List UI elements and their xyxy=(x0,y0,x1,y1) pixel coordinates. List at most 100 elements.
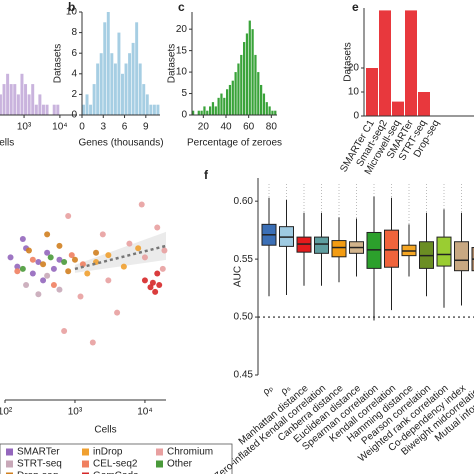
x-tick-label: 80 xyxy=(266,122,278,133)
y-axis-label: Datasets xyxy=(167,44,178,83)
x-axis-label: Cells xyxy=(0,138,14,149)
point xyxy=(50,265,57,272)
point xyxy=(56,242,63,249)
hist-bar xyxy=(92,84,96,115)
panel-label: c xyxy=(178,0,185,14)
y-tick-label: 20 xyxy=(176,24,188,35)
point xyxy=(147,284,154,291)
point xyxy=(25,247,32,254)
bar xyxy=(418,92,430,116)
hist-bar xyxy=(99,53,103,115)
hist-bar xyxy=(257,72,260,115)
point xyxy=(93,249,100,256)
hist-bar xyxy=(223,97,226,115)
legend-label: inDrop xyxy=(93,447,123,458)
point xyxy=(141,277,148,284)
point xyxy=(84,270,91,277)
x-tick-label: 6 xyxy=(122,122,128,133)
bar xyxy=(366,68,378,116)
hist-bar xyxy=(243,42,246,115)
hist-bar xyxy=(45,104,49,115)
hist-bar xyxy=(156,104,160,115)
point xyxy=(156,282,163,288)
y-tick-label: 0.60 xyxy=(234,196,254,207)
hist-bar xyxy=(145,94,149,115)
hist-bar xyxy=(121,73,124,115)
point xyxy=(19,265,26,272)
legend-label: GemCode xyxy=(93,471,139,474)
legend-label: Other xyxy=(167,459,193,470)
hist-bar xyxy=(82,104,85,115)
point xyxy=(152,288,159,295)
y-tick-label: 0 xyxy=(181,110,187,121)
hist-bar xyxy=(274,110,277,115)
hist-bar xyxy=(113,63,117,115)
x-tick-label: 0 xyxy=(79,122,85,133)
hist-bar xyxy=(197,110,200,115)
hist-bar xyxy=(52,104,56,115)
hist-bar xyxy=(234,72,237,115)
hist-bar xyxy=(209,106,212,115)
box xyxy=(331,240,347,258)
hist-bar xyxy=(9,84,13,115)
y-tick-label: 0.45 xyxy=(234,370,254,381)
y-tick-label: 5 xyxy=(181,88,187,99)
legend-swatch xyxy=(6,460,13,468)
hist-bar xyxy=(56,104,60,115)
point xyxy=(44,249,51,256)
hist-bar xyxy=(268,106,271,115)
point xyxy=(138,201,145,208)
point xyxy=(79,261,86,268)
hist-bar xyxy=(271,110,274,115)
point xyxy=(99,231,106,238)
y-tick-label: 8 xyxy=(71,27,77,38)
point xyxy=(161,247,168,254)
point xyxy=(149,279,156,286)
hist-bar xyxy=(34,104,38,115)
point xyxy=(126,240,133,247)
hist-bar xyxy=(124,63,128,115)
point xyxy=(105,252,112,259)
y-tick-label: 4 xyxy=(71,68,77,79)
hist-bar xyxy=(192,110,195,115)
legend-label: Drop-seq xyxy=(17,471,58,474)
point xyxy=(14,263,21,270)
y-tick-label: 6 xyxy=(71,48,77,59)
point xyxy=(120,263,127,270)
hist-bar xyxy=(117,32,121,115)
hist-bar xyxy=(251,29,254,116)
bar xyxy=(379,10,391,116)
bar xyxy=(392,101,404,116)
hist-bar xyxy=(265,102,268,115)
y-axis-label: Datasets xyxy=(343,42,354,81)
x-tick-label: 10⁴ xyxy=(52,122,67,133)
point xyxy=(154,224,161,231)
hist-bar xyxy=(31,84,35,115)
hist-bar xyxy=(203,106,206,115)
point xyxy=(65,268,72,275)
hist-bar xyxy=(211,102,215,115)
hist-bar xyxy=(240,54,243,115)
legend-label: Chromium xyxy=(167,447,213,458)
point xyxy=(154,270,161,277)
x-tick-label: 60 xyxy=(243,122,255,133)
x-tick-label: 40 xyxy=(220,122,232,133)
bar xyxy=(405,10,417,116)
legend-swatch xyxy=(82,448,89,456)
y-tick-label: 0.50 xyxy=(234,312,254,323)
trend-line xyxy=(74,244,167,271)
hist-bar xyxy=(128,53,132,115)
point xyxy=(23,282,30,288)
legend-swatch xyxy=(82,472,89,474)
y-axis-label: AUC xyxy=(233,266,244,287)
hist-bar xyxy=(131,42,135,115)
hist-bar xyxy=(85,94,89,115)
point xyxy=(40,277,47,284)
hist-bar xyxy=(38,94,42,115)
point xyxy=(159,265,166,272)
point xyxy=(47,254,54,261)
y-tick-label: 2 xyxy=(71,89,77,100)
legend-swatch xyxy=(6,472,13,474)
x-tick-label: ρₚ xyxy=(261,383,276,398)
legend-label: STRT-seq xyxy=(17,459,62,470)
